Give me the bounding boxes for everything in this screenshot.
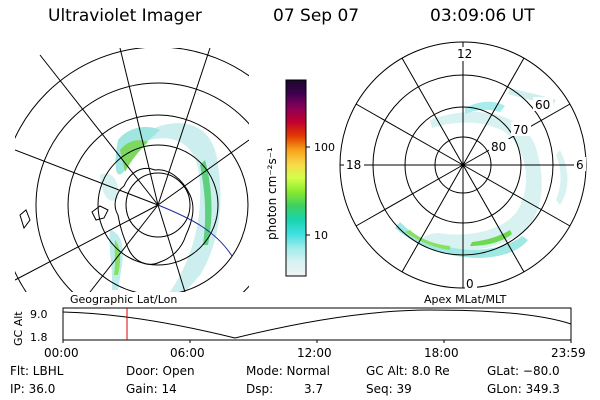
magnetic-polar-map: 12 18 6 0 60 70 80 — [339, 41, 587, 291]
aurora-emission-right — [395, 88, 568, 258]
time-label: 03:09:06 UT — [430, 6, 535, 26]
continent-outline — [114, 167, 194, 265]
colorbar-unit-label: photon cm⁻²s⁻¹ — [265, 147, 279, 240]
gc-alt-info: GC Alt: 8.0 Re — [366, 364, 450, 378]
xtick-0600: 06:00 — [170, 346, 205, 360]
altitude-plot-frame — [62, 307, 572, 341]
mlt-meridians — [340, 42, 586, 288]
mode-info: Mode: Normal — [246, 364, 330, 378]
aurora-emission-left — [100, 123, 221, 292]
seq-info: Seq: 39 — [366, 382, 412, 396]
mlt-label-6: 6 — [576, 158, 584, 172]
xtick-1800: 18:00 — [424, 346, 459, 360]
colorbar: 100 10 photon cm⁻²s⁻¹ — [265, 79, 335, 277]
gain-info: Gain: 14 — [126, 382, 177, 396]
peninsula-outline — [91, 205, 109, 221]
mlat-label-80: 80 — [491, 140, 506, 154]
meridian-lines — [15, 48, 249, 292]
date-label: 07 Sep 07 — [273, 6, 360, 26]
orbit-track — [157, 204, 233, 257]
colorbar-swatch — [285, 79, 307, 277]
glat-info: GLat: −80.0 — [487, 364, 560, 378]
coast-fragment — [19, 209, 31, 230]
filter-info: Flt: LBHL — [10, 364, 64, 378]
ip-info: IP: 36.0 — [10, 382, 56, 396]
xtick-2359: 23:59 — [551, 346, 586, 360]
door-info: Door: Open — [126, 364, 195, 378]
colorbar-tick-100: 100 — [314, 141, 335, 154]
geographic-map — [15, 48, 249, 292]
altitude-ytick-max: 9.0 — [30, 308, 48, 321]
dsp-label: Dsp: — [246, 382, 274, 396]
altitude-plot: 9.0 1.8 GC Alt 00:00 06:00 12:00 18:00 2… — [12, 307, 586, 360]
mlat-label-60: 60 — [535, 98, 550, 112]
altitude-ylabel: GC Alt — [12, 311, 25, 346]
xtick-1200: 12:00 — [297, 346, 332, 360]
glon-info: GLon: 349.3 — [487, 382, 560, 396]
colorbar-tick-10: 10 — [314, 229, 328, 242]
dsp-value: 3.7 — [304, 382, 324, 396]
mlt-label-18: 18 — [346, 158, 361, 172]
instrument-title: Ultraviolet Imager — [48, 6, 202, 26]
latitude-circles — [15, 48, 249, 292]
altitude-curve — [62, 309, 572, 339]
mlt-label-12: 12 — [457, 47, 472, 61]
mlat-label-70: 70 — [513, 123, 528, 137]
geographic-caption: Geographic Lat/Lon — [70, 293, 177, 306]
altitude-ytick-min: 1.8 — [30, 331, 48, 344]
magnetic-caption: Apex MLat/MLT — [424, 293, 507, 306]
mlt-label-0: 0 — [466, 277, 474, 291]
xtick-0000: 00:00 — [44, 346, 79, 360]
